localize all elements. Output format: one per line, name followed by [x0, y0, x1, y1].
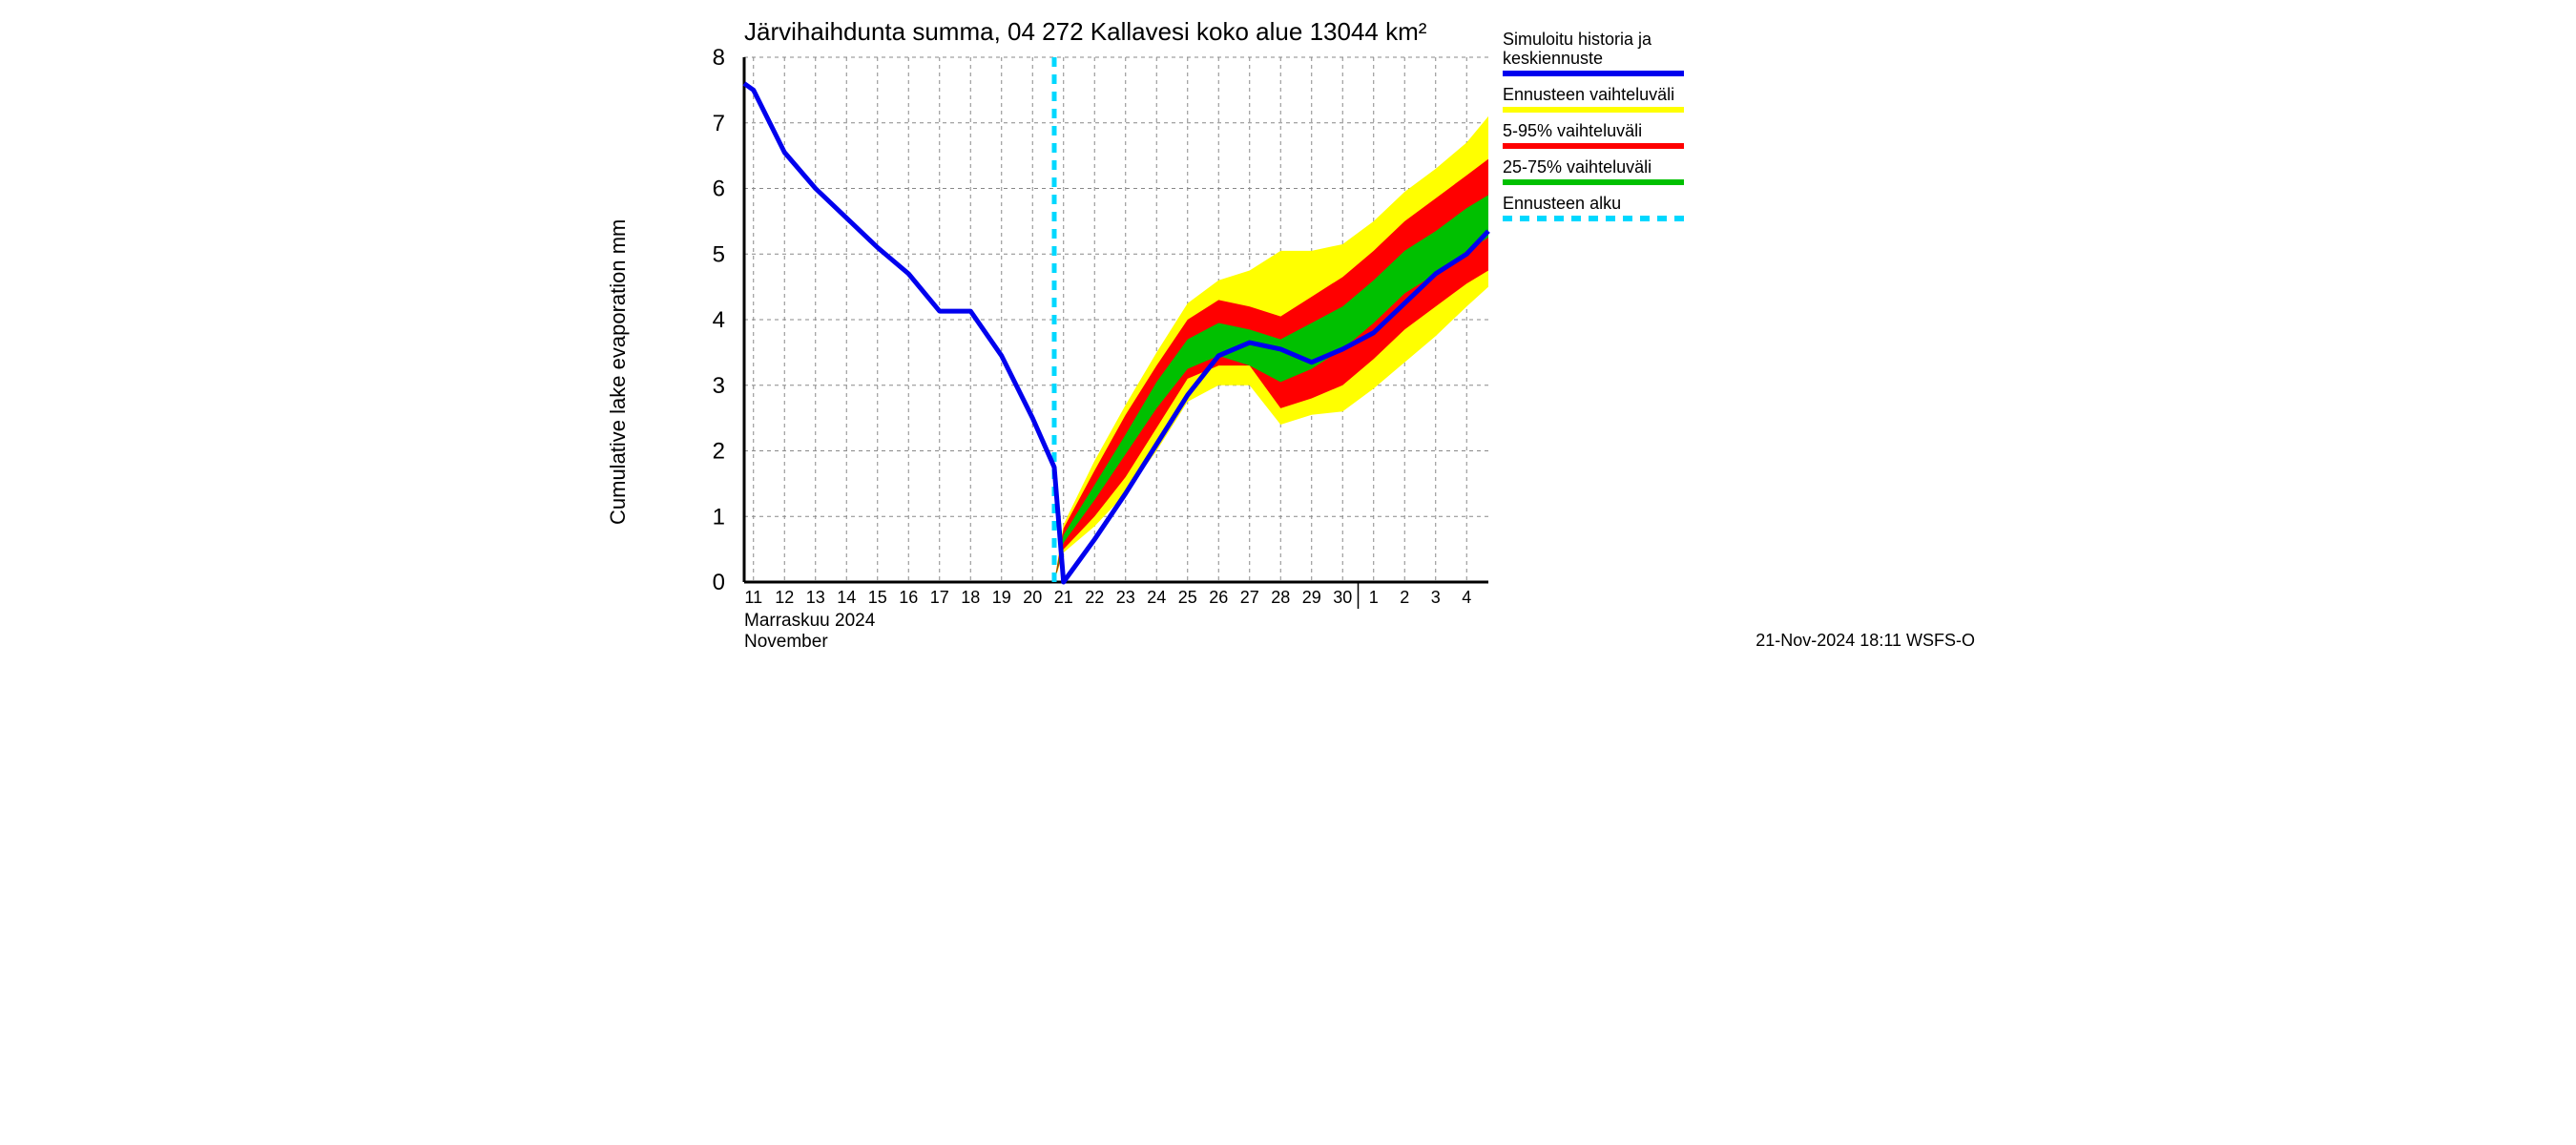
y-tick: 8: [713, 45, 725, 71]
legend-label: Simuloitu historia jakeskiennuste: [1503, 31, 1684, 69]
y-tick: 3: [713, 373, 725, 399]
x-tick: 14: [837, 588, 856, 607]
legend-label: Ennusteen vaihteluväli: [1503, 86, 1684, 105]
y-tick: 5: [713, 241, 725, 267]
x-tick: 27: [1240, 588, 1259, 607]
x-tick: 12: [775, 588, 794, 607]
y-tick: 0: [713, 570, 725, 595]
y-tick: 4: [713, 307, 725, 333]
legend-swatch: [1503, 107, 1684, 113]
legend-swatch: [1503, 143, 1684, 149]
x-tick: 18: [961, 588, 980, 607]
legend-label: 25-75% vaihteluväli: [1503, 158, 1684, 177]
x-tick: 20: [1023, 588, 1042, 607]
legend-swatch: [1503, 71, 1684, 76]
legend-label: Ennusteen alku: [1503, 195, 1684, 214]
x-tick: 11: [744, 588, 762, 607]
x-tick: 28: [1271, 588, 1290, 607]
x-tick: 2: [1400, 588, 1409, 607]
plot-svg: 1112131415161718192021222324252627282930…: [572, 0, 2004, 668]
x-tick: 16: [899, 588, 918, 607]
legend-swatch: [1503, 179, 1684, 185]
x-tick: 26: [1209, 588, 1228, 607]
x-tick: 19: [992, 588, 1011, 607]
legend-label: 5-95% vaihteluväli: [1503, 122, 1684, 141]
x-tick: 15: [868, 588, 887, 607]
month-label-1: Marraskuu 2024: [744, 611, 876, 631]
x-tick: 17: [930, 588, 949, 607]
x-tick: 1: [1369, 588, 1379, 607]
legend-swatch: [1503, 216, 1684, 221]
x-tick: 24: [1147, 588, 1166, 607]
y-tick: 7: [713, 111, 725, 136]
y-tick: 6: [713, 177, 725, 202]
x-tick: 30: [1333, 588, 1352, 607]
x-tick: 4: [1462, 588, 1471, 607]
chart-footer: 21-Nov-2024 18:11 WSFS-O: [1755, 631, 1975, 651]
x-tick: 13: [806, 588, 825, 607]
y-tick: 2: [713, 439, 725, 465]
x-tick: 22: [1085, 588, 1104, 607]
y-tick: 1: [713, 504, 725, 530]
x-tick: 25: [1178, 588, 1197, 607]
x-tick: 3: [1431, 588, 1441, 607]
x-tick: 29: [1302, 588, 1321, 607]
chart-container: Järvihaihdunta summa, 04 272 Kallavesi k…: [572, 0, 2004, 668]
month-label-2: November: [744, 632, 828, 652]
x-tick: 23: [1116, 588, 1135, 607]
x-tick: 21: [1054, 588, 1073, 607]
